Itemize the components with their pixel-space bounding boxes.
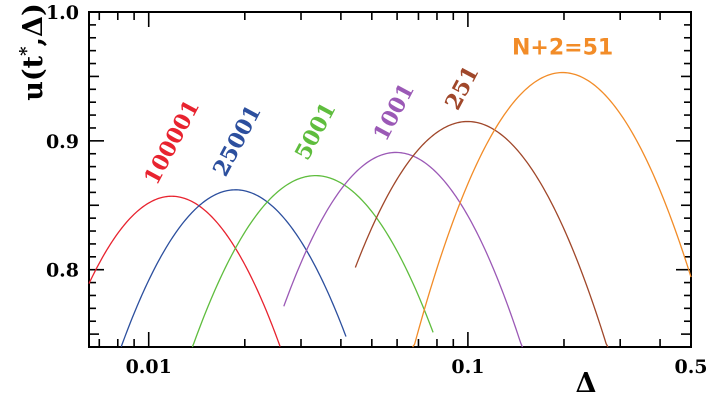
x-tick-label: 0.5 — [674, 356, 707, 378]
x-tick-label: 0.1 — [451, 356, 484, 378]
y-axis-label-rest: ,Δ) — [18, 3, 49, 46]
series-line — [191, 174, 434, 348]
y-tick-label: 0.9 — [46, 131, 79, 153]
series-label: 251 — [440, 62, 485, 115]
series-line — [354, 120, 609, 348]
series-label: N+2=51 — [512, 36, 613, 61]
series-label: 1001 — [368, 79, 420, 145]
series-line — [120, 189, 347, 347]
plot-frame — [88, 11, 692, 348]
x-tick-label: 0.01 — [126, 356, 172, 378]
axis-ticks — [89, 11, 692, 347]
y-tick-label: 1.0 — [46, 2, 79, 24]
x-axis-label: Δ — [576, 368, 597, 399]
series-labels: 100001 25001 5001 1001 251 N+2=51 — [139, 36, 613, 190]
series-lines — [88, 71, 692, 348]
series-line — [283, 151, 524, 348]
y-tick-label: 0.8 — [46, 260, 79, 282]
y-axis-label-base: u(t — [18, 55, 49, 100]
series-line — [412, 71, 692, 348]
series-label: 100001 — [139, 96, 205, 189]
y-axis-label: u(t*,Δ) — [16, 3, 49, 100]
y-axis-label-sup: * — [16, 46, 37, 56]
series-label: 5001 — [290, 98, 342, 164]
series-label: 25001 — [208, 101, 267, 181]
series-line — [88, 195, 281, 347]
tick-labels: 0.01 0.1 0.5 0.8 0.9 1.0 — [46, 2, 707, 378]
